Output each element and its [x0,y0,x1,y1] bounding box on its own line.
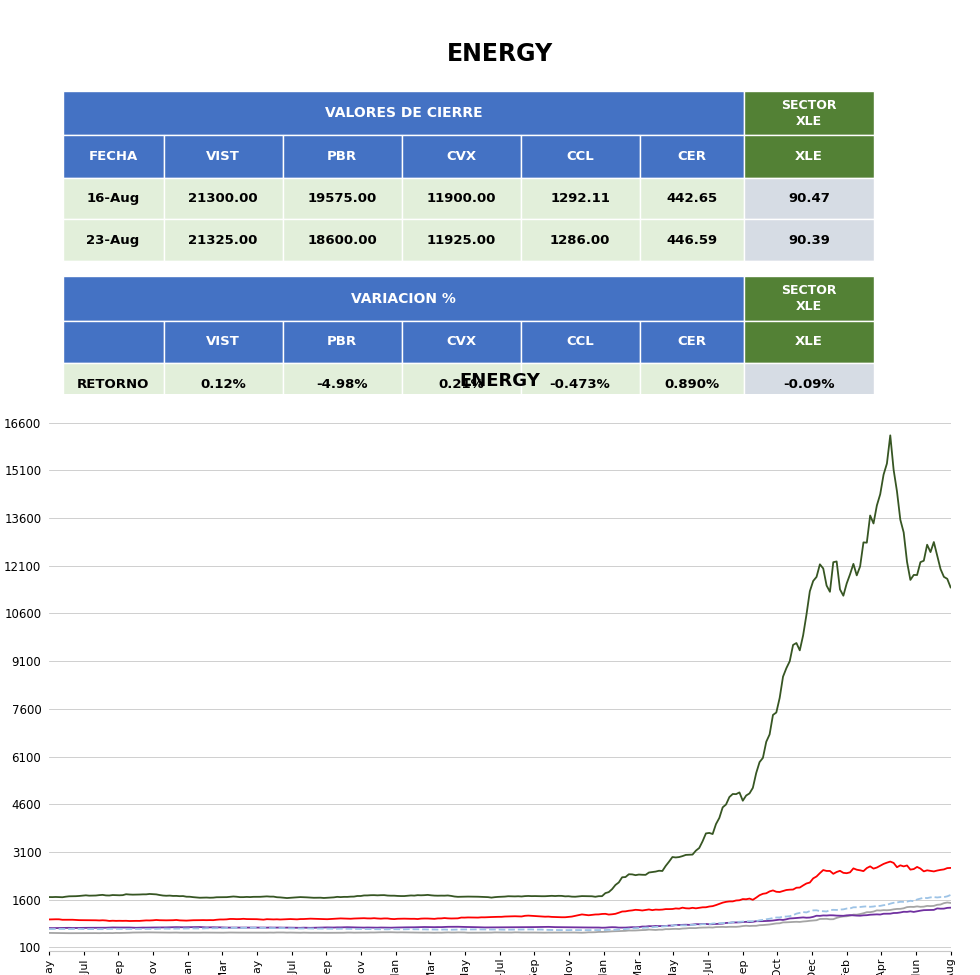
Bar [63,136,164,178]
Bar [520,178,640,219]
Text: 1292.11: 1292.11 [550,192,610,206]
Text: CCL: CCL [566,335,594,348]
Bar [63,178,164,219]
Text: 21300.00: 21300.00 [188,192,258,206]
Bar [520,260,640,277]
Text: 1286.00: 1286.00 [550,234,611,247]
Bar [164,321,282,364]
Text: CVX: CVX [446,150,476,163]
Text: FECHA: FECHA [88,150,137,163]
Text: PBR: PBR [327,335,357,348]
Text: CCL: CCL [566,150,594,163]
Text: 18600.00: 18600.00 [307,234,377,247]
Bar [402,364,520,405]
Bar [744,364,874,405]
Bar [164,364,282,405]
Bar [402,219,520,260]
Text: VIST: VIST [206,335,240,348]
Bar [744,136,874,178]
Bar [282,219,402,260]
Bar [282,260,402,277]
Text: CVX: CVX [446,335,476,348]
Text: SECTOR
XLE: SECTOR XLE [781,98,837,128]
Text: VIST: VIST [206,150,240,163]
Text: 11900.00: 11900.00 [426,192,496,206]
Bar [164,136,282,178]
Text: 442.65: 442.65 [666,192,717,206]
Bar [640,260,744,277]
Bar [744,219,874,260]
Text: 0.12%: 0.12% [200,377,246,391]
Text: XLE: XLE [795,150,823,163]
Bar [63,364,164,405]
Bar [164,178,282,219]
Text: 90.39: 90.39 [788,234,830,247]
Text: -0.473%: -0.473% [550,377,611,391]
Text: 90.47: 90.47 [788,192,830,206]
Bar [744,260,874,277]
Bar [282,364,402,405]
Text: 446.59: 446.59 [666,234,717,247]
Text: XLE: XLE [795,335,823,348]
Bar [63,92,744,136]
Text: VARIACION %: VARIACION % [351,292,456,305]
Bar [164,219,282,260]
Bar [282,178,402,219]
Bar [282,321,402,364]
Text: 23-Aug: 23-Aug [86,234,139,247]
Text: SECTOR
XLE: SECTOR XLE [781,284,837,313]
Text: 0.890%: 0.890% [664,377,719,391]
Bar [63,260,164,277]
Bar [63,219,164,260]
Bar [402,136,520,178]
Title: ENERGY: ENERGY [460,371,540,390]
Bar [640,321,744,364]
Text: 0.21%: 0.21% [438,377,484,391]
Bar [744,178,874,219]
Text: RETORNO: RETORNO [76,377,149,391]
Bar [402,260,520,277]
Bar [282,136,402,178]
Bar [744,321,874,364]
Bar [520,321,640,364]
Text: 19575.00: 19575.00 [308,192,376,206]
Bar [63,277,744,321]
Text: ENERGY: ENERGY [447,42,553,65]
Text: VALORES DE CIERRE: VALORES DE CIERRE [324,106,482,120]
Bar [402,178,520,219]
Text: CER: CER [677,335,707,348]
Text: 16-Aug: 16-Aug [86,192,139,206]
Bar [63,321,164,364]
Text: 21325.00: 21325.00 [188,234,258,247]
Bar [640,219,744,260]
Bar [402,321,520,364]
Bar [520,136,640,178]
Bar [164,260,282,277]
Bar [520,364,640,405]
Text: PBR: PBR [327,150,357,163]
Bar [640,136,744,178]
Bar [640,364,744,405]
Bar [744,92,874,136]
Text: CER: CER [677,150,707,163]
Bar [520,219,640,260]
Text: -0.09%: -0.09% [783,377,835,391]
Text: -4.98%: -4.98% [317,377,368,391]
Bar [640,178,744,219]
Bar [744,277,874,321]
Text: 11925.00: 11925.00 [426,234,496,247]
